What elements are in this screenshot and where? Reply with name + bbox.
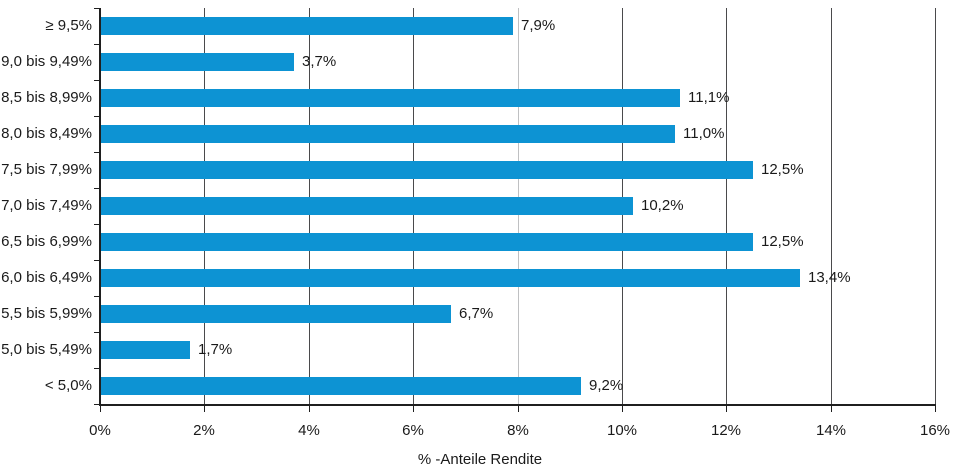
bar-value-label: 11,1% [688, 89, 730, 106]
bar-value-label: 1,7% [198, 341, 233, 358]
bar-row: 12,5% [100, 224, 935, 260]
category-label: 8,0 bis 8,49% [1, 125, 92, 142]
x-tick [413, 404, 414, 412]
x-tick-label: 2% [193, 422, 215, 439]
x-tick [622, 404, 623, 412]
x-tick-label: 16% [919, 422, 951, 439]
x-tick [726, 404, 727, 412]
x-tick-label: 12% [710, 422, 742, 439]
bar-value-label: 12,5% [761, 233, 804, 250]
bar [101, 341, 190, 359]
x-tick [309, 404, 310, 412]
gridline [726, 8, 727, 404]
y-tick [94, 332, 100, 333]
bar [101, 53, 294, 71]
category-label: < 5,0% [44, 377, 92, 394]
bar [101, 377, 581, 395]
bar-value-label: 12,5% [761, 161, 804, 178]
y-axis-line [99, 8, 101, 406]
bar-row: 11,1% [100, 80, 935, 116]
bar-value-label: 9,2% [589, 377, 624, 394]
y-tick [94, 8, 100, 9]
x-tick [831, 404, 832, 412]
x-tick-label: 14% [815, 422, 847, 439]
bar-value-label: 10,2% [641, 197, 684, 214]
y-tick [94, 152, 100, 153]
bar-row: 13,4% [100, 260, 935, 296]
x-tick-label: 6% [402, 422, 424, 439]
category-label: 7,0 bis 7,49% [1, 197, 92, 214]
category-label: 8,5 bis 8,99% [1, 89, 92, 106]
gridline [935, 8, 936, 404]
y-tick [94, 368, 100, 369]
x-axis-line [99, 404, 936, 406]
bar [101, 197, 633, 215]
bar [101, 305, 451, 323]
x-tick [518, 404, 519, 412]
category-label: 6,5 bis 6,99% [1, 233, 92, 250]
bar-value-label: 13,4% [808, 269, 851, 286]
category-label: 5,0 bis 5,49% [1, 341, 92, 358]
bar-row: 11,0% [100, 116, 935, 152]
bar [101, 125, 675, 143]
category-label: ≥ 9,5% [45, 17, 92, 34]
y-tick [94, 296, 100, 297]
x-tick-label: 0% [89, 422, 111, 439]
category-label: 7,5 bis 7,99% [1, 161, 92, 178]
x-tick [100, 404, 101, 412]
bar-row: 1,7% [100, 332, 935, 368]
y-tick [94, 260, 100, 261]
y-tick [94, 188, 100, 189]
x-axis-title: % -Anteile Rendite [417, 451, 543, 468]
bar-row: 6,7% [100, 296, 935, 332]
bar-row: 12,5% [100, 152, 935, 188]
bar [101, 89, 680, 107]
bar-value-label: 3,7% [302, 53, 337, 70]
plot-area: 7,9% 3,7% 11,1% 11,0% 12,5% 10,2% 12,5% 13,4% 6,… [100, 8, 936, 404]
category-label: 5,5 bis 5,99% [1, 305, 92, 322]
bar [101, 233, 753, 251]
y-tick [94, 224, 100, 225]
x-tick-label: 4% [298, 422, 320, 439]
bar [101, 161, 753, 179]
bar-row: 9,2% [100, 368, 935, 404]
y-tick [94, 44, 100, 45]
bar-row: 10,2% [100, 188, 935, 224]
bar-value-label: 7,9% [521, 17, 556, 34]
bar-row: 7,9% [100, 8, 935, 44]
bar-value-label: 6,7% [459, 305, 494, 322]
y-tick [94, 80, 100, 81]
bar [101, 17, 513, 35]
x-tick-label: 8% [507, 422, 529, 439]
x-tick-label: 10% [606, 422, 638, 439]
y-tick [94, 404, 100, 405]
category-label: 6,0 bis 6,49% [1, 269, 92, 286]
x-tick [204, 404, 205, 412]
y-tick [94, 116, 100, 117]
bar [101, 269, 800, 287]
gridline [831, 8, 832, 404]
bar-row: 3,7% [100, 44, 935, 80]
bar-value-label: 11,0% [683, 125, 725, 142]
x-tick [935, 404, 936, 412]
category-label: 9,0 bis 9,49% [1, 53, 92, 70]
